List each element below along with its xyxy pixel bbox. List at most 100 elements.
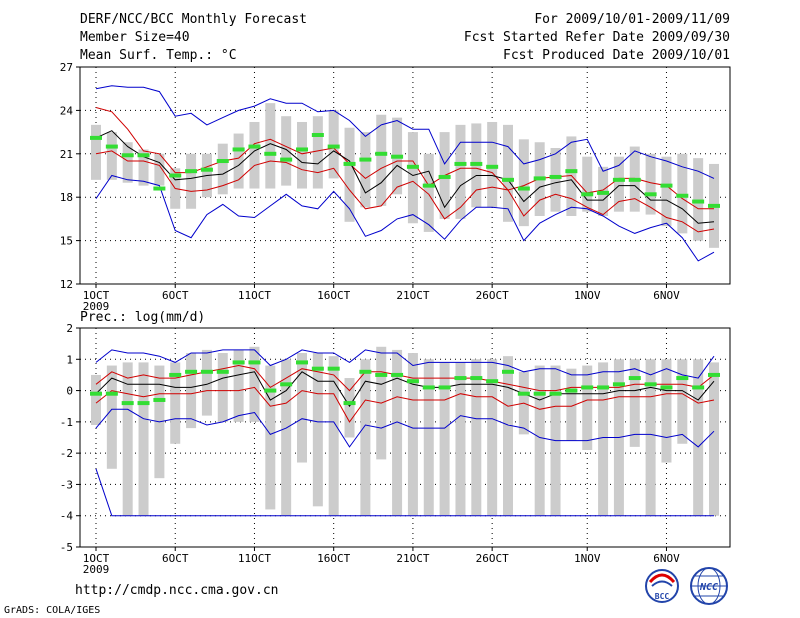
prec-green-marker [248, 360, 261, 365]
temp-green-marker [153, 186, 166, 191]
prec-ensemble-box [407, 353, 418, 516]
prec-ensemble-box [566, 368, 577, 441]
prec-ensemble-box [709, 362, 719, 516]
temp-ensemble-box [249, 121, 260, 189]
prec-ensemble-box [106, 365, 117, 469]
prec-green-marker [375, 372, 388, 377]
prec-green-marker [280, 382, 293, 387]
temp-green-marker [311, 132, 324, 137]
temp-ensemble-box [122, 142, 133, 183]
temp-ensemble-box [297, 121, 307, 189]
prec-ensemble-box [217, 353, 228, 422]
temp-green-marker [644, 192, 657, 197]
prec-ensemble-box [693, 359, 704, 516]
prec-ensemble-box [138, 362, 149, 516]
temp-ensemble-box [376, 114, 387, 206]
prec-green-marker [612, 382, 625, 387]
temp-green-marker [200, 167, 213, 172]
temp-green-marker [169, 173, 182, 178]
prec-ytick-label: -1 [60, 416, 73, 429]
temp-green-marker [454, 161, 467, 166]
temp-ensemble-box [328, 110, 339, 179]
prec-ensemble-box [423, 359, 434, 516]
prec-green-marker [549, 391, 562, 396]
temp-green-marker [628, 177, 641, 182]
temp-ensemble-box [582, 156, 593, 212]
prec-green-marker [438, 385, 451, 390]
prec-ensemble-box [677, 359, 688, 444]
prec-green-marker [327, 366, 340, 371]
prec-green-marker [422, 385, 435, 390]
prec-ensemble-box [360, 359, 371, 516]
prec-green-marker [185, 369, 198, 374]
prec-green-marker [200, 369, 213, 374]
source-url[interactable]: http://cmdp.ncc.cma.gov.cn [75, 583, 279, 598]
prec-ensemble-box [312, 353, 323, 507]
temp-ensemble-box [344, 127, 355, 222]
prec-ensemble-box [186, 353, 197, 429]
temp-ensemble-box [677, 153, 688, 234]
prec-ensemble-box [439, 362, 450, 516]
prec-xtick-label: 1NOV [574, 552, 601, 565]
prec-green-marker [264, 388, 277, 393]
prec-green-marker [676, 376, 689, 381]
temp-green-marker [517, 186, 530, 191]
temp-ensemble-box [154, 153, 165, 186]
temp-green-marker [533, 176, 546, 181]
temp-q1-line [95, 150, 715, 233]
prec-green-marker [628, 376, 641, 381]
prec-ytick-label: -4 [60, 510, 74, 523]
temp-ensemble-box [217, 143, 228, 195]
prec-green-marker [644, 382, 657, 387]
prec-plot-frame [79, 327, 731, 548]
temp-ensemble-box [106, 132, 117, 180]
temp-min-line [95, 174, 715, 262]
temp-green-marker [676, 193, 689, 198]
prec-green-marker [470, 376, 483, 381]
temp-ytick-label: 24 [60, 104, 74, 117]
prec-ytick-label: -2 [60, 447, 73, 460]
temp-ensemble-box [550, 148, 561, 212]
bcc-logo-text: BCC [655, 592, 670, 601]
temp-green-marker [137, 153, 150, 158]
prec-ytick-label: 0 [66, 385, 73, 398]
temp-xtick-label: 21OCT [396, 289, 429, 302]
prec-ensemble-box [201, 349, 212, 416]
temp-green-marker [375, 151, 388, 156]
prec-green-marker [137, 401, 150, 406]
prec-ensemble-box [265, 365, 276, 510]
prec-ensemble-box [328, 356, 339, 516]
temp-ensemble-box [233, 133, 244, 189]
temp-ensemble-box [518, 139, 529, 227]
bcc-logo: BCC [645, 569, 679, 603]
prec-ensemble-box [297, 353, 307, 463]
prec-green-marker [359, 369, 372, 374]
temp-xtick-label: 1NOV [574, 289, 601, 302]
prec-green-marker [533, 391, 546, 396]
prec-ensemble-box [629, 359, 640, 447]
temp-green-marker [296, 147, 308, 152]
prec-green-marker [660, 385, 673, 390]
temp-ensemble-box [487, 121, 498, 208]
prec-ensemble-box [534, 365, 545, 516]
temp-green-marker [565, 169, 578, 174]
temp-green-marker [391, 154, 404, 159]
temp-green-marker [280, 157, 293, 162]
temp-green-marker [343, 161, 356, 166]
temp-ytick-label: 12 [60, 278, 73, 291]
temp-ensemble-box [360, 132, 371, 208]
temp-xtick-label: 11OCT [238, 289, 271, 302]
prec-ensemble-box [249, 346, 260, 422]
prec-ensemble-box [582, 365, 593, 451]
prec-ensemble-box [170, 362, 181, 444]
temp-ensemble-box [645, 153, 656, 215]
temp-green-marker [359, 157, 372, 162]
temp-ytick-label: 15 [60, 235, 73, 248]
temp-ensemble-box [91, 124, 101, 180]
temp-ensemble-box [407, 132, 418, 224]
prec-green-marker [581, 385, 594, 390]
prec-ensemble-box [661, 359, 672, 463]
temp-xtick-label: 1OCT [83, 289, 110, 302]
prec-ensemble-box [645, 359, 656, 516]
